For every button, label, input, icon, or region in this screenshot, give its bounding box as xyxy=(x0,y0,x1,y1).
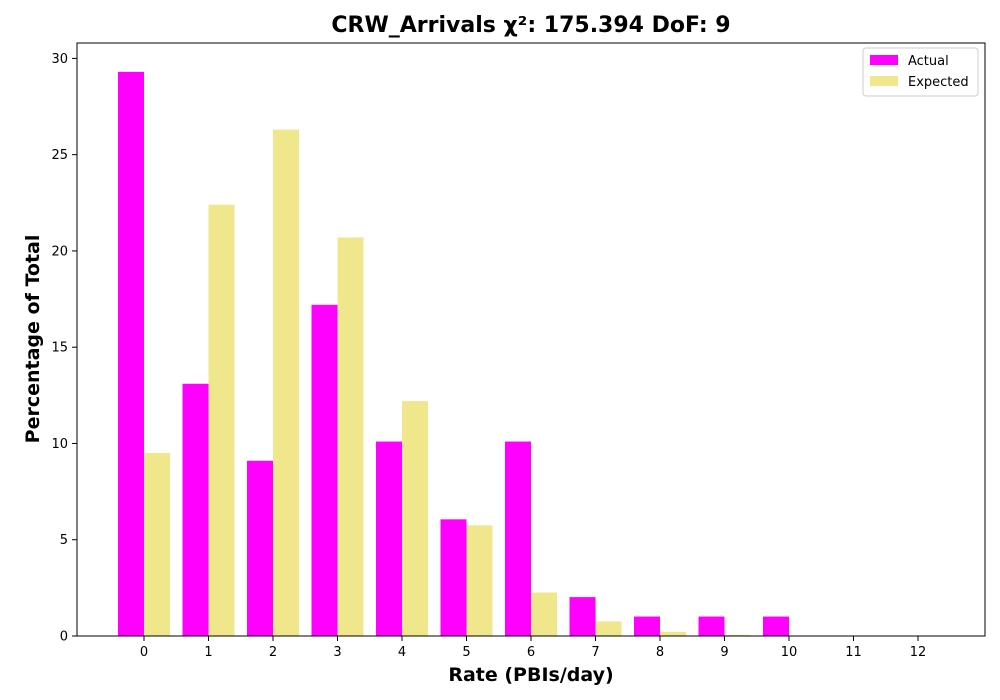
y-axis-label: Percentage of Total xyxy=(22,235,44,444)
y-tick-label: 15 xyxy=(51,341,68,356)
x-tick-label: 10 xyxy=(781,645,798,660)
legend-swatch-actual xyxy=(870,55,898,65)
bar-expected-5 xyxy=(466,525,493,636)
y-tick-label: 25 xyxy=(51,148,68,163)
bar-expected-0 xyxy=(144,453,170,636)
x-tick-label: 9 xyxy=(720,645,728,660)
x-tick-label: 2 xyxy=(269,645,277,660)
x-tick-label: 11 xyxy=(845,645,862,660)
bar-actual-6 xyxy=(505,441,531,636)
bar-expected-3 xyxy=(337,237,364,636)
bar-actual-7 xyxy=(569,597,596,636)
bar-expected-7 xyxy=(595,621,622,636)
chart-title: CRW_Arrivals χ²: 175.394 DoF: 9 xyxy=(331,13,730,38)
bar-actual-0 xyxy=(118,71,144,636)
bar-actual-1 xyxy=(182,383,209,636)
bar-actual-3 xyxy=(311,304,338,636)
x-tick-label: 1 xyxy=(204,645,212,660)
legend-swatch-expected xyxy=(870,76,898,86)
bar-expected-9 xyxy=(724,634,751,636)
x-axis-label: Rate (PBIs/day) xyxy=(448,664,613,686)
bar-expected-2 xyxy=(273,129,299,636)
x-tick-label: 6 xyxy=(527,645,535,660)
x-tick-label: 3 xyxy=(333,645,341,660)
bar-actual-4 xyxy=(376,441,402,636)
x-tick-label: 5 xyxy=(462,645,470,660)
x-tick-label: 12 xyxy=(910,645,927,660)
legend-label-actual: Actual xyxy=(908,54,949,69)
bar-actual-5 xyxy=(440,519,467,636)
y-tick-label: 20 xyxy=(51,244,68,259)
y-tick-label: 30 xyxy=(51,52,68,67)
bar-expected-4 xyxy=(402,401,428,636)
legend-label-expected: Expected xyxy=(908,75,969,90)
legend: Actual Expected xyxy=(862,47,979,97)
bar-actual-2 xyxy=(247,460,273,636)
x-tick-label: 0 xyxy=(140,645,148,660)
x-tick-label: 4 xyxy=(398,645,406,660)
x-tick-label: 7 xyxy=(591,645,599,660)
bar-actual-8 xyxy=(634,616,660,636)
x-tick-label: 8 xyxy=(656,645,664,660)
bar-expected-6 xyxy=(531,592,557,636)
bar-actual-10 xyxy=(763,616,789,636)
bar-expected-1 xyxy=(208,204,235,636)
plot-frame xyxy=(76,42,986,637)
bar-expected-8 xyxy=(660,631,686,636)
y-tick-label: 5 xyxy=(60,533,68,548)
bar-actual-9 xyxy=(698,616,725,636)
y-tick-label: 10 xyxy=(51,437,68,452)
y-tick-label: 0 xyxy=(60,630,68,645)
